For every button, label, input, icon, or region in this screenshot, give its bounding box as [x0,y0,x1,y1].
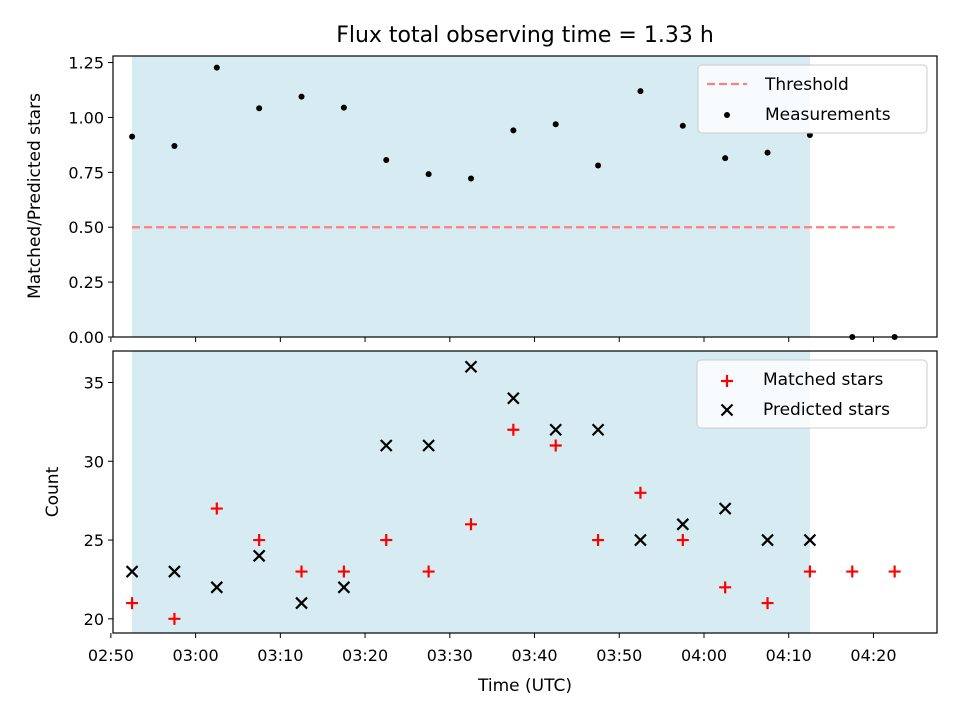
predicted-star-marker [379,439,393,452]
x-tick-label: 03:20 [342,646,388,665]
bottom-legend: Matched stars Predicted stars [696,359,928,429]
measurement-point [129,133,136,140]
legend-threshold-label: Threshold [764,75,849,95]
y-tick-label: 1.25 [68,54,104,73]
predicted-star-marker [295,596,308,610]
measurement-point [256,105,263,112]
matched-star-marker [803,565,816,578]
legend-measurements-label: Measurements [765,105,891,125]
matched-star-marker [719,581,732,594]
y-tick-label: 20 [84,610,104,629]
predicted-star-marker [507,391,520,405]
matched-star-marker [295,565,308,578]
measurement-point [764,149,771,156]
measurement-point [510,127,517,134]
legend-matched-swatch [721,375,733,387]
matched-star-marker [422,565,435,578]
predicted-star-marker [252,549,266,563]
top-legend: Threshold Measurements [697,64,928,134]
y-tick-label: 30 [84,452,104,471]
predicted-star-marker [676,518,690,531]
measurement-point [171,143,178,150]
matched-star-marker [888,565,901,578]
matched-star-marker [168,612,181,625]
predicted-star-marker [761,533,774,547]
predicted-star-marker [125,565,139,578]
measurement-point [383,157,390,164]
matched-star-marker [464,518,477,531]
bottom-y-axis-label: Count [43,466,63,517]
predicted-star-marker [337,581,351,594]
x-axis-label: Time (UTC) [477,676,572,696]
matched-star-marker [676,534,689,547]
matched-star-marker [337,565,350,578]
legend-box [696,359,928,429]
x-tick-label: 04:00 [681,646,727,665]
top-y-axis-label: Matched/Predicted stars [25,93,45,299]
legend-predicted-label: Predicted stars [763,400,890,420]
x-tick-label: 03:30 [427,646,473,665]
measurement-point [425,171,432,178]
legend-measurements-swatch [724,112,730,118]
matched-star-marker [592,534,605,547]
measurement-point [213,64,220,71]
top-panel: 0.00 0.25 0.50 0.75 1.00 1.25 Threshold Measure… [68,54,938,347]
x-tick-label: 03:00 [173,646,219,665]
predicted-star-marker [634,533,647,547]
measurement-point [298,93,305,100]
y-tick-label: 0.25 [68,273,104,292]
legend-matched-label: Matched stars [763,370,883,390]
bottom-panel: 20 25 30 35 02:50 03:00 03:10 03:20 03:30 03:40 03… [84,350,938,665]
predicted-star-marker [591,423,605,437]
matched-star-marker [761,597,774,610]
legend-predicted-swatch [720,403,734,417]
y-tick-label: 0.75 [68,163,104,182]
measurement-point [595,162,602,169]
x-tick-label: 03:40 [511,646,557,665]
measurement-point [637,88,644,95]
predicted-star-marker [464,360,478,374]
predicted-star-marker [718,502,732,515]
x-tick-label: 02:50 [88,646,134,665]
x-tick-label: 03:10 [257,646,303,665]
x-tick-label: 03:50 [596,646,642,665]
measurement-point [679,122,686,129]
matched-star-marker [549,439,562,452]
predicted-star-marker [803,533,817,547]
measurement-point [467,175,474,182]
y-tick-label: 0.50 [68,218,104,237]
matched-star-marker [210,502,223,515]
measurement-point [806,132,813,139]
predicted-star-marker [549,423,562,437]
predicted-star-marker [168,565,181,578]
x-tick-label: 04:10 [766,646,812,665]
y-tick-label: 35 [84,374,104,393]
legend-box [697,64,928,134]
matched-star-marker [634,486,647,499]
y-tick-label: 25 [84,531,104,550]
chart-title: Flux total observing time = 1.33 h [336,23,714,48]
shaded-observing-interval [132,56,810,337]
bottom-plot-frame [112,350,938,634]
measurement-point [722,155,729,162]
predicted-star-marker [422,439,435,452]
top-plot-frame [112,55,938,338]
y-tick-label: 0.00 [68,328,104,347]
x-tick-label: 04:20 [850,646,896,665]
matched-star-marker [253,534,266,547]
matched-star-marker [846,565,859,578]
measurement-point [340,104,347,111]
measurement-point [552,121,559,128]
matched-star-marker [380,534,393,547]
predicted-star-marker [210,581,224,594]
y-tick-label: 1.00 [68,108,104,127]
matched-star-marker [507,423,520,436]
matched-star-marker [126,597,139,610]
